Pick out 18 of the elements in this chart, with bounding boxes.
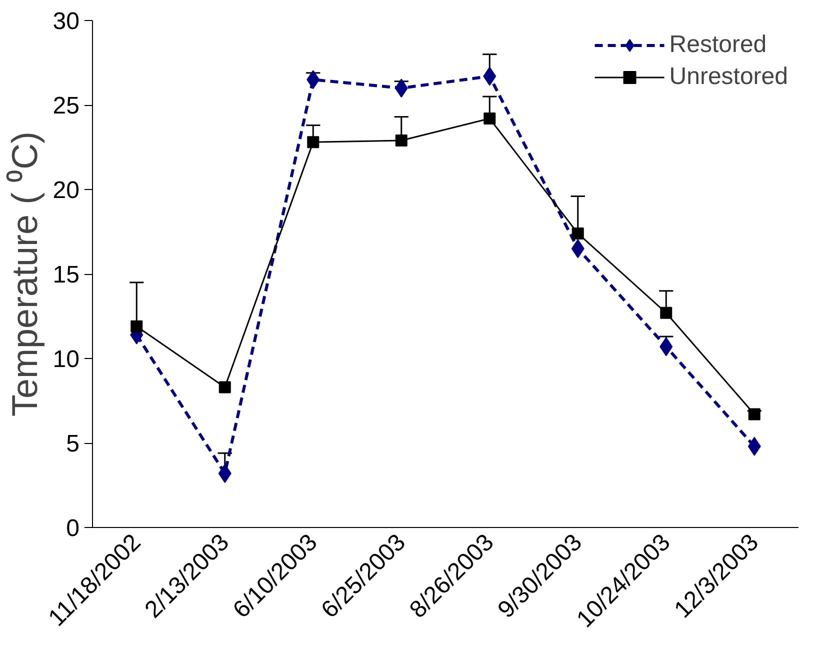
point xyxy=(484,112,496,125)
y-tick-label: 20 xyxy=(52,177,80,204)
point xyxy=(572,227,584,240)
point xyxy=(130,320,143,332)
point xyxy=(218,381,231,394)
y-tick-label: 0 xyxy=(66,515,80,542)
y-tick-label: 25 xyxy=(52,92,80,120)
y-tick-label: 30 xyxy=(52,8,80,35)
y-tick-label: 15 xyxy=(52,262,80,288)
y-tick-label: 5 xyxy=(66,430,80,458)
y-tick-label: 10 xyxy=(52,346,80,373)
y-axis-title: Temperature ( ⁰C) xyxy=(4,131,45,417)
point xyxy=(748,408,760,420)
legend-label: Restored xyxy=(669,31,767,59)
legend-label: Unrestored xyxy=(669,63,788,91)
point xyxy=(660,306,672,319)
point xyxy=(395,134,408,146)
point xyxy=(307,136,320,148)
